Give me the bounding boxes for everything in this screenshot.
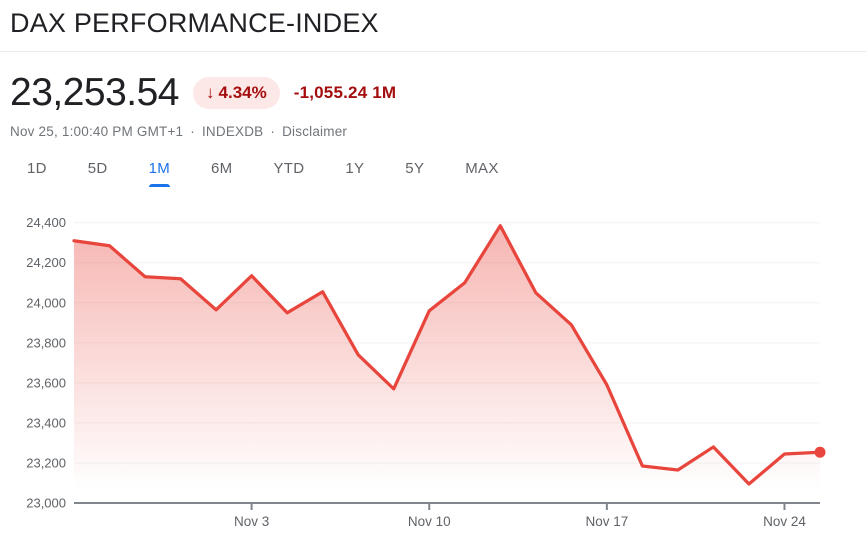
tab-6m[interactable]: 6M: [211, 158, 232, 187]
y-axis-label: 23,800: [26, 335, 66, 350]
time-range-tabs: 1D 5D 1M 6M YTD 1Y 5Y MAX: [27, 158, 499, 187]
y-axis-label: 24,200: [26, 255, 66, 270]
quote-meta-row: Nov 25, 1:00:40 PM GMT+1 · INDEXDB · Dis…: [10, 124, 347, 139]
y-axis-label: 23,200: [26, 455, 66, 470]
current-price: 23,253.54: [10, 71, 180, 114]
price-chart[interactable]: 23,000 23,200 23,400 23,600 23,800 24,000 24,2…: [0, 195, 866, 538]
chart-svg: 23,000 23,200 23,400 23,600 23,800 24,000 24,2…: [26, 215, 826, 529]
area-fill: [74, 225, 820, 503]
separator-dot: ·: [270, 124, 276, 139]
tab-1m[interactable]: 1M: [148, 158, 171, 187]
x-axis-label: Nov 10: [408, 514, 451, 529]
x-axis-label: Nov 24: [763, 514, 806, 529]
y-axis-label: 23,400: [26, 415, 66, 430]
quote-row: 23,253.54 ↓ 4.34% -1,055.24 1M: [10, 70, 396, 116]
exchange-label: INDEXDB: [201, 124, 264, 139]
disclaimer-link[interactable]: Disclaimer: [282, 124, 348, 139]
page-title: DAX PERFORMANCE-INDEX: [10, 8, 379, 38]
y-axis-label: 23,000: [26, 496, 66, 511]
change-percent: 4.34%: [218, 83, 267, 102]
x-axis-label: Nov 3: [234, 514, 269, 529]
tab-5y[interactable]: 5Y: [405, 158, 424, 187]
y-axis-label: 24,400: [26, 215, 66, 230]
tab-5d[interactable]: 5D: [88, 158, 108, 187]
down-arrow-icon: ↓: [206, 83, 215, 102]
quote-timestamp: Nov 25, 1:00:40 PM GMT+1: [10, 124, 184, 139]
tab-1y[interactable]: 1Y: [345, 158, 364, 187]
tab-max[interactable]: MAX: [465, 158, 498, 187]
separator-dot: ·: [190, 124, 195, 139]
change-absolute: -1,055.24 1M: [293, 83, 397, 102]
header-divider: [0, 51, 866, 52]
x-axis-label: Nov 17: [585, 514, 628, 529]
y-axis-label: 23,600: [26, 375, 66, 390]
tab-1d[interactable]: 1D: [27, 158, 47, 187]
price-line: [72, 224, 822, 486]
y-axis-label: 24,000: [26, 295, 66, 310]
tab-ytd[interactable]: YTD: [273, 158, 304, 187]
last-point-marker: [814, 446, 826, 458]
change-percent-badge: ↓ 4.34%: [193, 77, 280, 109]
